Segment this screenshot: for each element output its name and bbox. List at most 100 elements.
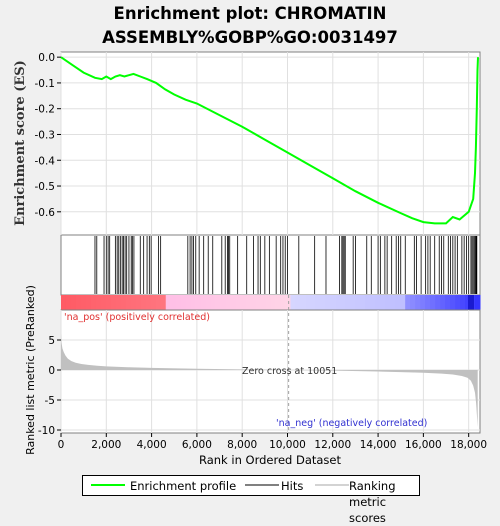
x-tick-label: 2,000 <box>91 439 121 451</box>
pos-label: 'na_pos' (positively correlated) <box>64 312 210 323</box>
color-bar-segment <box>345 295 351 310</box>
x-tick-label: 12,000 <box>314 439 351 451</box>
color-bar-segment <box>425 295 431 310</box>
legend-label-metric: Ranking metric scores <box>349 479 396 525</box>
x-ticks: 0 2,000 4,000 6,000 8,000 10,000 12,000 14,000 1… <box>58 433 487 451</box>
color-bar-segment <box>95 295 102 310</box>
x-tick-label: 4,000 <box>137 439 167 451</box>
legend-swatch-metric <box>315 484 349 486</box>
color-bar-segment <box>65 295 72 310</box>
color-bar-segment <box>300 295 306 310</box>
color-bar-segment <box>275 295 281 310</box>
color-bar-segment <box>315 295 321 310</box>
color-bar-segment <box>155 295 162 310</box>
es-y-tick-label: -0.3 <box>35 129 56 141</box>
color-bar-segment <box>140 295 147 310</box>
color-bar-segment <box>70 295 77 310</box>
x-tick-label: 0 <box>58 439 65 451</box>
color-bar-segment <box>335 295 341 310</box>
color-bar-segment <box>468 295 474 310</box>
gsea-plot: 0.0 -0.1 -0.2 -0.3 -0.4 -0.5 -0.6 5 0 -5 -10 0 2,0… <box>13 51 487 467</box>
color-bar-segment <box>270 295 276 310</box>
color-bar-segment <box>405 295 411 310</box>
color-bar-segment <box>305 295 311 310</box>
color-bar-segment <box>105 295 112 310</box>
x-tick-label: 18,000 <box>450 439 487 451</box>
color-bar-segment <box>115 295 122 310</box>
color-bar-segment <box>255 295 262 310</box>
color-bar-segment <box>245 295 252 310</box>
color-bar-segment <box>180 295 187 310</box>
color-bar-segment <box>280 295 286 310</box>
color-bar-segment <box>365 295 371 310</box>
x-tick-label: 6,000 <box>182 439 212 451</box>
rank-color-bar <box>61 295 481 310</box>
metric-y-tick-label: 0 <box>48 365 55 377</box>
metric-y-tick-label: -5 <box>45 395 55 407</box>
color-bar-segment <box>185 295 192 310</box>
color-bar-segment <box>225 295 232 310</box>
es-y-tick-label: -0.6 <box>35 207 56 219</box>
color-bar-segment <box>460 295 466 310</box>
color-bar-segment <box>215 295 222 310</box>
color-bar-segment <box>400 295 406 310</box>
color-bar-segment <box>390 295 396 310</box>
color-bar-segment <box>415 295 421 310</box>
color-bar-segment <box>370 295 376 310</box>
color-bar-segment <box>170 295 177 310</box>
color-bar-segment <box>260 295 267 310</box>
color-bar-segment <box>445 295 451 310</box>
color-bar-segment <box>120 295 127 310</box>
color-bar-segment <box>61 295 67 310</box>
color-bar-segment <box>85 295 92 310</box>
es-y-tick-label: -0.5 <box>35 181 56 193</box>
color-bar-segment <box>340 295 346 310</box>
color-bar-segment <box>430 295 436 310</box>
color-bar-segment <box>350 295 356 310</box>
color-bar-segment <box>310 295 316 310</box>
color-bar-segment <box>110 295 117 310</box>
color-bar-segment <box>75 295 82 310</box>
neg-label: 'na_neg' (negatively correlated) <box>276 418 427 429</box>
color-bar-segment <box>375 295 381 310</box>
es-y-label: Enrichment score (ES) <box>13 60 28 226</box>
color-bar-segment <box>290 295 296 310</box>
hit-markers <box>94 236 478 294</box>
color-bar-segment <box>410 295 416 310</box>
color-bar-segment <box>440 295 446 310</box>
x-axis-label: Rank in Ordered Dataset <box>199 453 342 467</box>
color-bar-segment <box>295 295 301 310</box>
color-bar-segment <box>130 295 137 310</box>
color-bar-segment <box>385 295 391 310</box>
metric-y-tick-label: -10 <box>38 425 55 437</box>
color-bar-segment <box>250 295 257 310</box>
color-bar-segment <box>80 295 87 310</box>
legend-label-enrichment: Enrichment profile <box>130 479 237 493</box>
color-bar-segment <box>190 295 197 310</box>
color-bar-segment <box>90 295 97 310</box>
color-bar-segment <box>330 295 336 310</box>
legend-label-hits: Hits <box>281 479 304 493</box>
metric-y-ticks: 5 0 -5 -10 <box>38 335 61 437</box>
color-bar-segment <box>240 295 247 310</box>
color-bar-segment <box>475 295 481 310</box>
chart-title: Enrichment plot: CHROMATIN ASSEMBLY%GOBP… <box>102 4 398 47</box>
color-bar-segment <box>360 295 366 310</box>
color-bar-segment <box>355 295 361 310</box>
enrichment-profile-line <box>60 56 479 225</box>
color-bar-segment <box>210 295 217 310</box>
es-y-tick-label: -0.1 <box>35 78 56 90</box>
color-bar-segment <box>395 295 401 310</box>
es-y-tick-label: 0.0 <box>38 52 55 64</box>
metric-y-label: Ranked list metric (PreRanked) <box>24 285 37 455</box>
color-bar-segment <box>195 295 202 310</box>
color-bar-segment <box>165 295 172 310</box>
x-tick-label: 14,000 <box>360 439 397 451</box>
color-bar-segment <box>205 295 212 310</box>
color-bar-segment <box>230 295 237 310</box>
es-y-tick-label: -0.4 <box>35 155 56 167</box>
legend-swatch-hits <box>245 484 279 486</box>
color-bar-segment <box>145 295 152 310</box>
es-y-tick-label: -0.2 <box>35 104 56 116</box>
color-bar-segment <box>325 295 331 310</box>
